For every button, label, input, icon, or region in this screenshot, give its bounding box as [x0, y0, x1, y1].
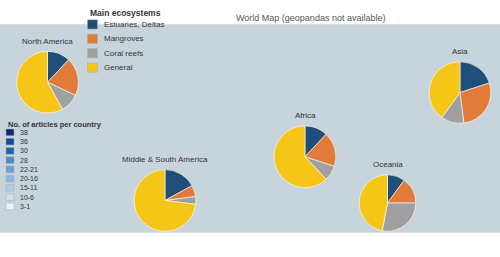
svg-text:30: 30: [20, 147, 28, 154]
svg-text:Asia: Asia: [452, 47, 468, 56]
svg-text:Estuaries, Deltas: Estuaries, Deltas: [104, 20, 164, 29]
svg-text:38: 38: [20, 129, 28, 136]
svg-text:15-11: 15-11: [20, 184, 37, 191]
svg-text:10-6: 10-6: [20, 194, 34, 201]
svg-text:Oceania: Oceania: [373, 160, 403, 169]
svg-text:North America: North America: [22, 37, 73, 46]
svg-text:World Map (geopandas not avail: World Map (geopandas not available): [236, 13, 385, 23]
svg-text:Mangroves: Mangroves: [104, 34, 144, 43]
svg-text:28: 28: [20, 157, 28, 164]
svg-text:Main ecosystems: Main ecosystems: [90, 8, 161, 18]
svg-text:Coral reefs: Coral reefs: [104, 49, 143, 58]
svg-text:General: General: [104, 63, 133, 72]
svg-text:Africa: Africa: [295, 111, 316, 120]
svg-text:No. of articles per country: No. of articles per country: [8, 120, 102, 129]
svg-text:3-1: 3-1: [20, 203, 30, 210]
svg-text:20-16: 20-16: [20, 175, 38, 182]
svg-text:36: 36: [20, 138, 28, 145]
svg-text:22-21: 22-21: [20, 166, 38, 173]
svg-text:Middle & South America: Middle & South America: [122, 155, 208, 164]
